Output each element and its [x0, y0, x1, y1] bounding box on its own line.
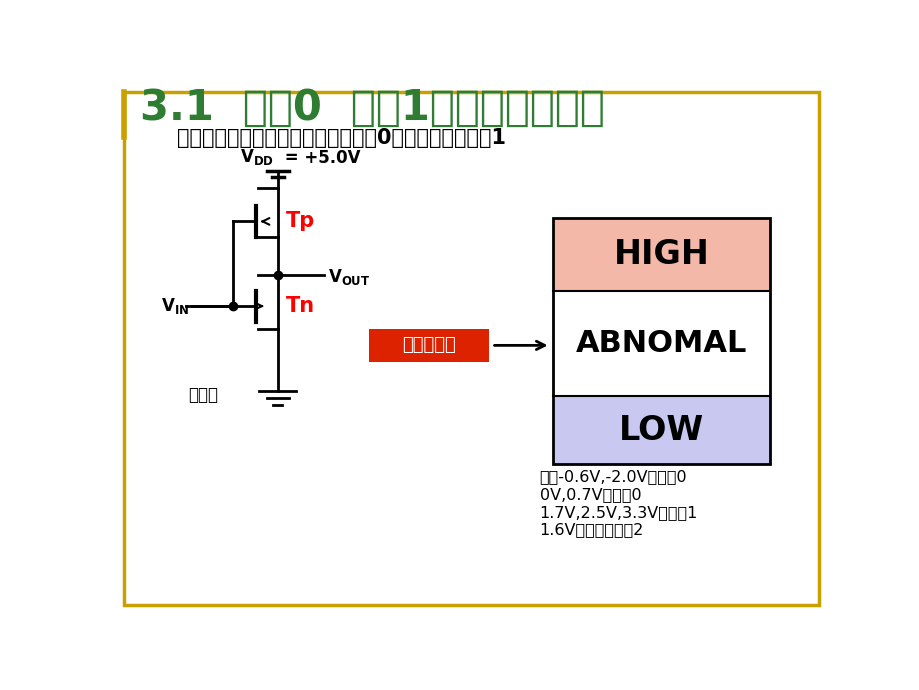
Text: Tn: Tn [285, 296, 314, 316]
Text: LOW: LOW [618, 413, 703, 446]
Text: 不确定逻辑: 不确定逻辑 [402, 336, 456, 355]
Text: Tp: Tp [285, 211, 314, 231]
Text: = +5.0V: = +5.0V [279, 150, 360, 168]
Bar [552, 396, 769, 464]
Text: 0V,0.7V是逻辑0: 0V,0.7V是逻辑0 [539, 487, 641, 502]
Text: 反向器: 反向器 [188, 386, 219, 404]
Text: $\mathbf{V}_{\mathbf{DD}}$: $\mathbf{V}_{\mathbf{DD}}$ [240, 148, 274, 168]
Text: 1.7V,2.5V,3.3V为逻辑1: 1.7V,2.5V,3.3V为逻辑1 [539, 505, 698, 520]
Text: HIGH: HIGH [613, 238, 709, 271]
Text: ABNOMAL: ABNOMAL [575, 329, 746, 358]
Text: $\mathbf{V}_{\mathbf{IN}}$: $\mathbf{V}_{\mathbf{IN}}$ [162, 296, 189, 316]
Bar [552, 217, 769, 291]
Text: 因此-0.6V,-2.0V是逻辑0: 因此-0.6V,-2.0V是逻辑0 [539, 469, 686, 484]
Bar [369, 329, 489, 362]
Text: 不确定逻辑：电路可将其解释为逻辑0也可以解释为逻辑1: 不确定逻辑：电路可将其解释为逻辑0也可以解释为逻辑1 [176, 128, 505, 148]
Text: $\mathbf{V}_{\mathbf{OUT}}$: $\mathbf{V}_{\mathbf{OUT}}$ [328, 267, 370, 287]
Bar [552, 217, 769, 464]
Text: 3.1  逻辑0  逻辑1以及不确定逻辑: 3.1 逻辑0 逻辑1以及不确定逻辑 [140, 86, 604, 128]
Bar [552, 291, 769, 396]
Text: 1.6V为不确定逻辑2: 1.6V为不确定逻辑2 [539, 522, 643, 538]
